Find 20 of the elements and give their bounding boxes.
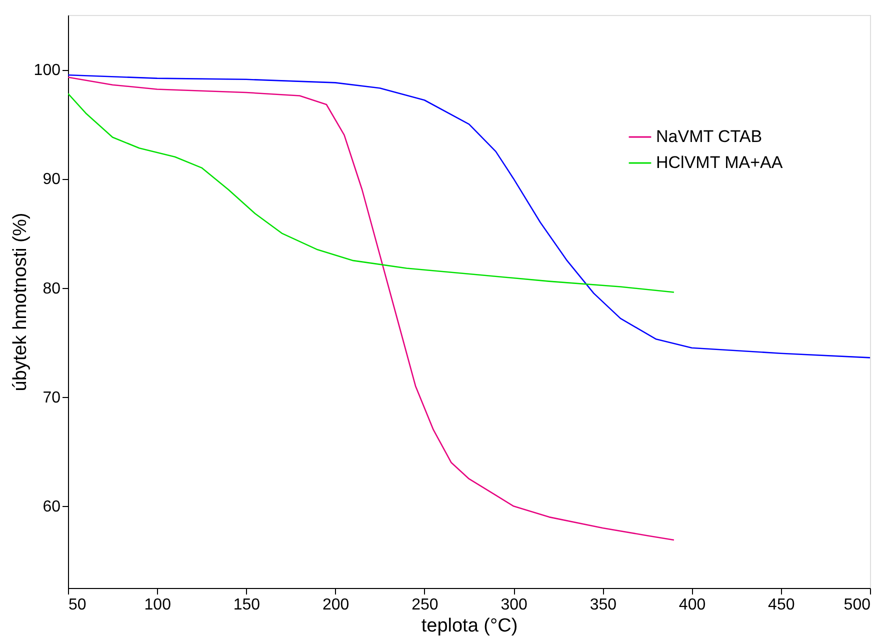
y-tick-label: 80 [42,280,61,298]
legend-label: NaVMT CTAB [656,127,762,146]
y-axis-title: úbytek hmotnosti (%) [10,212,31,392]
legend-label: HClVMT MA+AA [656,153,784,172]
x-axis-title: teplota (°C) [421,616,518,636]
y-tick-label: 90 [42,171,61,188]
x-tick-label: 300 [500,596,528,614]
x-tick-label: 250 [412,596,438,614]
x-tick-label: 100 [144,596,172,614]
y-tick-label: 100 [34,62,61,80]
x-tick-label: 500 [844,596,871,614]
line-series [68,74,870,358]
x-tick-label: 450 [768,596,795,614]
x-tick-label: 350 [590,596,617,614]
x-tick-label: 400 [678,596,706,614]
y-tick-label: 60 [42,498,61,516]
x-tick-label: 50 [68,596,86,614]
y-tick-label: 70 [42,390,61,406]
x-tick-label: 200 [322,596,350,614]
x-tick-label: 150 [233,596,260,614]
